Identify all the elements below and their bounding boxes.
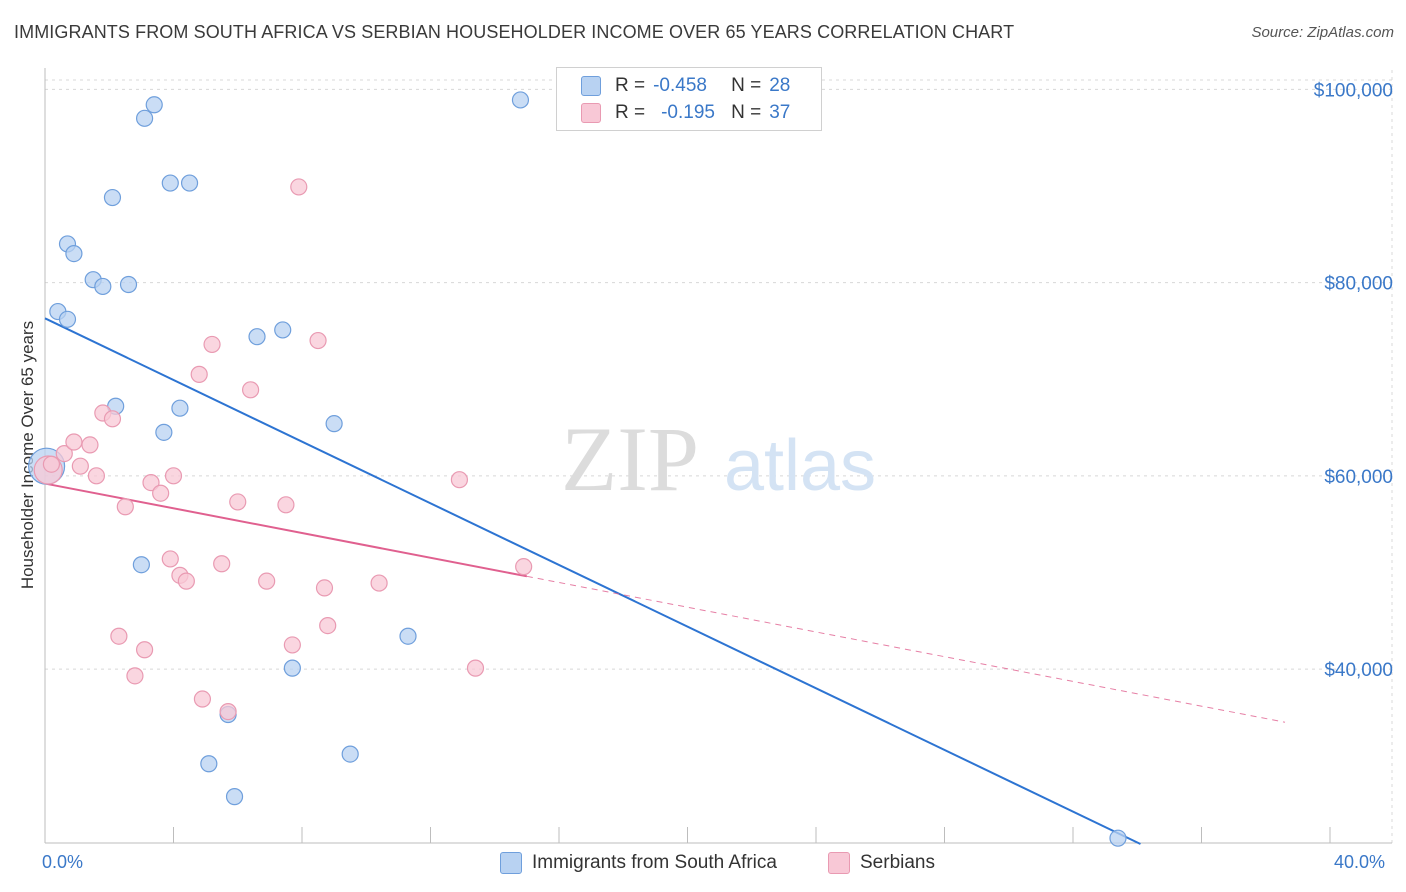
point-serbians [135, 641, 154, 659]
stats-r-value: -0.195 [661, 102, 715, 123]
point-serbians [219, 702, 237, 721]
point-serbians [370, 574, 388, 592]
point-south-africa [155, 423, 173, 441]
point-south-africa [248, 328, 266, 346]
chart-title: IMMIGRANTS FROM SOUTH AFRICA VS SERBIAN … [14, 22, 1015, 42]
stats-r-label: R = [615, 102, 646, 123]
x-tick-label-max: 40.0% [1334, 852, 1386, 872]
stats-n-value: 28 [769, 75, 791, 96]
point-serbians [164, 467, 183, 485]
y-tick-label: $60,000 [1324, 467, 1393, 488]
y-tick-label: $80,000 [1324, 274, 1393, 295]
point-serbians [103, 410, 122, 428]
point-south-africa [103, 188, 122, 207]
point-south-africa [511, 91, 530, 109]
watermark-atlas: atlas [724, 426, 876, 506]
point-serbians [203, 335, 221, 354]
point-south-africa [65, 244, 83, 263]
point-serbians [290, 178, 308, 196]
watermark-zip: ZIP [561, 408, 699, 510]
y-tick-labels: $40,000 $60,000 $80,000 $100,000 [1314, 80, 1393, 681]
stats-r-label: R = [615, 75, 646, 96]
point-south-africa [200, 755, 218, 773]
stats-n-value: 37 [769, 102, 791, 123]
point-south-africa [274, 321, 292, 339]
stats-n-label: N = [731, 102, 762, 123]
point-serbians [315, 579, 334, 597]
point-south-africa [58, 310, 77, 328]
y-tick-label: $40,000 [1324, 660, 1393, 681]
point-serbians [116, 498, 134, 516]
stats-n-label: N = [731, 75, 762, 96]
legend-item-south-africa[interactable]: Immigrants from South Africa [500, 852, 777, 874]
point-serbians [55, 445, 73, 463]
point-serbians [277, 496, 295, 514]
point-serbians [309, 331, 327, 350]
point-south-africa [161, 174, 179, 192]
point-serbians [515, 558, 533, 576]
point-south-africa [180, 174, 199, 192]
point-serbians [466, 659, 485, 677]
point-serbians [110, 627, 128, 645]
point-south-africa [171, 399, 189, 417]
point-serbians [81, 436, 99, 454]
stats-swatch-blue [581, 76, 601, 96]
point-serbians [450, 471, 469, 489]
legend-swatch-pink [828, 852, 850, 874]
point-serbians [126, 667, 144, 685]
point-serbians [193, 690, 212, 708]
stats-row-pink: R = -0.195 N = 37 [581, 101, 790, 125]
point-serbians [190, 365, 208, 383]
point-serbians [71, 457, 89, 475]
legend-label: Immigrants from South Africa [532, 852, 777, 873]
point-serbians [213, 555, 231, 573]
y-tick-label: $100,000 [1314, 80, 1393, 101]
data-points [28, 91, 1127, 847]
point-south-africa [135, 109, 154, 127]
legend-label: Serbians [860, 852, 935, 873]
point-serbians [65, 433, 83, 451]
trend-lines [44, 317, 1286, 845]
point-south-africa [225, 788, 244, 806]
point-south-africa [399, 627, 417, 645]
point-south-africa [341, 745, 359, 763]
source-label: Source: ZipAtlas.com [1251, 24, 1394, 41]
point-serbians [87, 467, 106, 485]
watermark: ZIP atlas [561, 408, 876, 510]
grid-lines [45, 70, 1393, 843]
axes [44, 68, 1392, 844]
legend-swatch-blue [500, 852, 522, 874]
point-south-africa [132, 556, 150, 574]
point-south-africa [1109, 829, 1127, 847]
point-serbians [177, 572, 195, 590]
point-serbians [283, 636, 301, 654]
point-serbians [161, 550, 179, 568]
point-south-africa [283, 659, 301, 677]
point-serbians [258, 572, 276, 590]
point-serbians [152, 484, 170, 502]
point-south-africa [145, 96, 163, 114]
x-tick-label-min: 0.0% [42, 852, 84, 872]
legend-item-serbians[interactable]: Serbians [828, 852, 935, 874]
point-south-africa [94, 277, 112, 296]
trend-line-south-africa [44, 317, 1141, 845]
point-serbians [242, 381, 260, 399]
point-south-africa [119, 275, 138, 294]
point-south-africa [325, 415, 343, 433]
stats-swatch-pink [581, 103, 601, 123]
stats-r-value: -0.458 [653, 75, 707, 96]
point-serbians [319, 616, 337, 635]
trend-line-serbians-extension [526, 575, 1286, 723]
stats-row-blue: R = -0.458 N = 28 [581, 74, 790, 98]
point-serbians [142, 473, 160, 492]
point-serbians [229, 493, 247, 511]
stats-box: R = -0.458 N = 28 R = -0.195 N = 37 [556, 67, 822, 131]
legend: Immigrants from South Africa Serbians [0, 852, 1406, 878]
point-serbians [42, 455, 61, 473]
